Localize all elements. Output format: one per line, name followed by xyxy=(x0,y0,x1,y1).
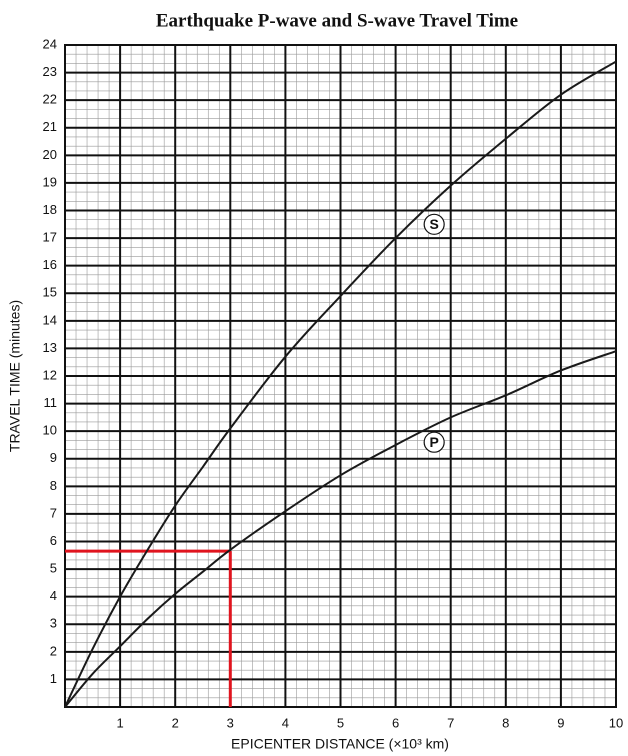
y-tick-label: 13 xyxy=(43,340,57,355)
y-tick-label: 2 xyxy=(50,643,57,658)
y-tick-label: 10 xyxy=(43,423,57,438)
x-axis-label: EPICENTER DISTANCE (×10³ km) xyxy=(231,736,449,752)
x-tick-label: 5 xyxy=(337,715,344,730)
y-tick-label: 7 xyxy=(50,505,57,520)
y-tick-label: 19 xyxy=(43,174,57,189)
series-line xyxy=(64,60,617,708)
y-tick-label: 20 xyxy=(43,147,57,162)
plot-frame xyxy=(64,44,617,708)
y-tick-label: 17 xyxy=(43,230,57,245)
y-tick-label: 15 xyxy=(43,285,57,300)
y-tick-label: 24 xyxy=(43,36,57,51)
y-tick-label: 12 xyxy=(43,367,57,382)
y-tick-label: 21 xyxy=(43,119,57,134)
x-tick-label: 3 xyxy=(227,715,234,730)
series-label: P xyxy=(429,434,438,450)
y-tick-label: 22 xyxy=(43,92,57,107)
x-tick-label: 7 xyxy=(447,715,454,730)
series-label-circle xyxy=(423,213,445,235)
x-tick-label: 4 xyxy=(282,715,289,730)
y-tick-label: 18 xyxy=(43,202,57,217)
x-tick-label: 9 xyxy=(557,715,564,730)
series-label-circle xyxy=(423,431,445,453)
y-tick-label: 16 xyxy=(43,257,57,272)
chart-title: Earthquake P-wave and S-wave Travel Time xyxy=(156,10,518,31)
y-tick-label: 8 xyxy=(50,478,57,493)
y-tick-label: 14 xyxy=(43,312,57,327)
y-tick-label: 23 xyxy=(43,64,57,79)
y-tick-label: 11 xyxy=(44,395,58,410)
x-tick-label: 10 xyxy=(609,715,623,730)
x-tick-label: 8 xyxy=(502,715,509,730)
y-tick-label: 6 xyxy=(50,533,57,548)
x-tick-label: 2 xyxy=(172,715,179,730)
x-tick-label: 6 xyxy=(392,715,399,730)
series-line xyxy=(64,350,617,708)
series-label: S xyxy=(429,216,438,232)
y-tick-label: 3 xyxy=(50,616,57,631)
y-tick-label: 4 xyxy=(50,588,57,603)
y-tick-label: 1 xyxy=(50,671,57,686)
y-tick-label: 9 xyxy=(50,450,57,465)
y-axis-label: TRAVEL TIME (minutes) xyxy=(7,300,23,452)
x-tick-label: 1 xyxy=(116,715,123,730)
y-tick-label: 5 xyxy=(50,561,57,576)
